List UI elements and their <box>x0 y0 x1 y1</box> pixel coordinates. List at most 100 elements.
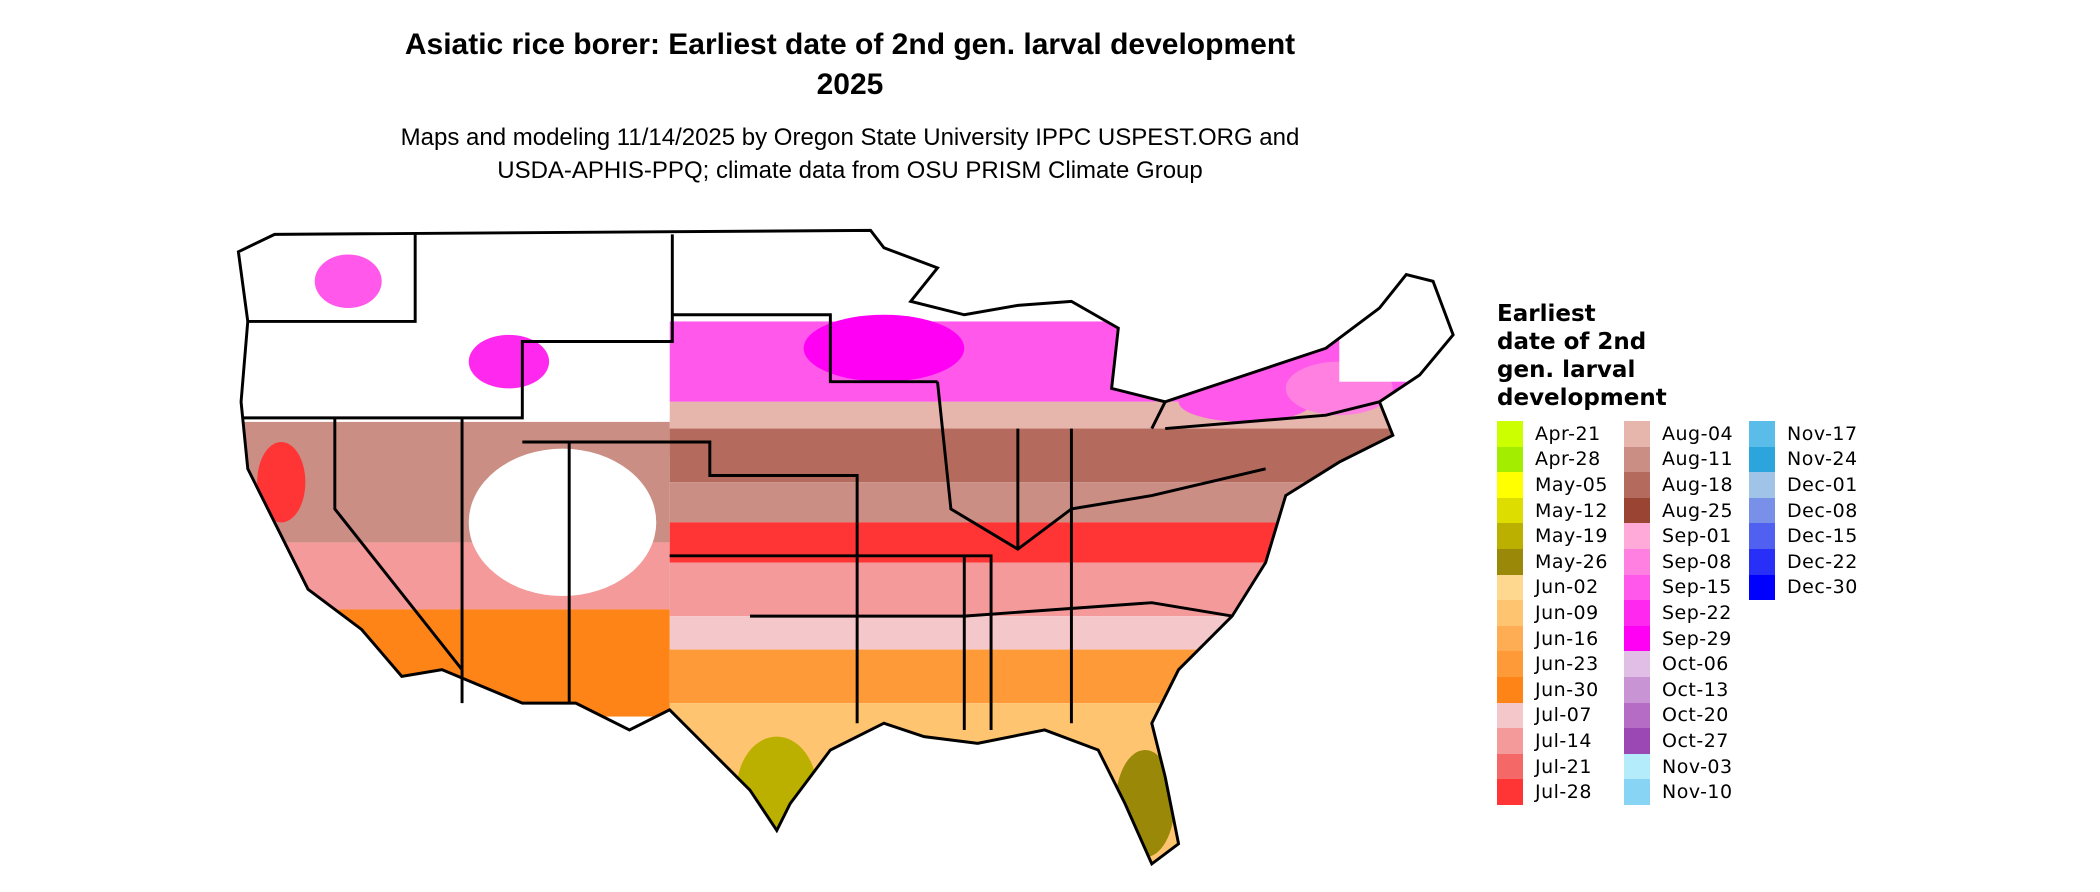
legend-swatch <box>1749 421 1775 447</box>
legend-item: Aug-11 <box>1624 446 1734 473</box>
legend-label: Oct-27 <box>1662 729 1729 752</box>
legend-swatch <box>1624 728 1650 754</box>
state-border <box>669 554 993 730</box>
state-border <box>522 440 859 724</box>
legend-label: Apr-21 <box>1535 422 1601 445</box>
legend-label: Sep-01 <box>1662 525 1732 548</box>
legend-swatch <box>1749 574 1775 601</box>
legend-label: Dec-15 <box>1787 525 1858 548</box>
legend-swatch <box>1749 446 1775 473</box>
legend-item: Oct-20 <box>1624 702 1729 729</box>
legend-label: May-19 <box>1535 525 1608 548</box>
legend-label: Oct-20 <box>1662 704 1729 727</box>
legend-label: Jun-16 <box>1535 627 1599 650</box>
legend-item: Nov-03 <box>1624 753 1733 780</box>
legend-label: Sep-22 <box>1662 601 1732 624</box>
legend-swatch <box>1497 753 1523 780</box>
legend-item: Jun-02 <box>1497 574 1599 601</box>
legend-label: Aug-25 <box>1662 499 1734 522</box>
legend-swatch <box>1497 446 1523 473</box>
legend-label: Aug-04 <box>1662 422 1734 445</box>
legend-swatch <box>1624 549 1650 575</box>
legend-label: Jun-09 <box>1535 601 1599 624</box>
state-border <box>936 381 1266 551</box>
legend-item: Jul-21 <box>1497 753 1592 780</box>
legend-item: Nov-17 <box>1749 421 1858 447</box>
legend-label: May-26 <box>1535 550 1608 573</box>
legend-swatch <box>1624 600 1650 626</box>
map-region <box>314 254 382 309</box>
legend-swatch <box>1497 523 1523 549</box>
legend-title-line: gen. larval <box>1497 357 1636 383</box>
legend-label: Jun-23 <box>1535 653 1599 676</box>
legend-item: May-26 <box>1497 549 1608 575</box>
legend-item: Jun-09 <box>1497 600 1599 626</box>
legend-label: Jul-28 <box>1535 781 1592 804</box>
map-region <box>1178 381 1313 422</box>
legend-swatch <box>1497 497 1523 524</box>
state-border <box>1165 400 1380 431</box>
legend-item: Jul-07 <box>1497 702 1592 729</box>
legend-title: Earliest date of 2nd gen. larval develop… <box>1497 300 1737 412</box>
legend-item: Oct-06 <box>1624 651 1729 677</box>
legend-swatch <box>1497 728 1523 754</box>
legend-item: Sep-22 <box>1624 600 1732 626</box>
legend-item: Dec-01 <box>1749 472 1858 498</box>
map-band <box>1339 308 1454 382</box>
legend-swatch <box>1497 677 1523 703</box>
legend-swatch <box>1624 702 1650 729</box>
legend-item: Oct-13 <box>1624 677 1729 703</box>
legend-label: Dec-08 <box>1787 499 1858 522</box>
legend-label: Aug-11 <box>1662 448 1734 471</box>
legend-item: Sep-15 <box>1624 574 1732 601</box>
legend-item: May-05 <box>1497 472 1608 498</box>
chart-subtitle-1: Maps and modeling 11/14/2025 by Oregon S… <box>400 124 1300 151</box>
state-border <box>750 601 1233 618</box>
legend-swatch <box>1624 753 1650 780</box>
map-region <box>803 314 965 382</box>
legend-item: Aug-18 <box>1624 472 1733 498</box>
legend-swatch <box>1624 779 1650 805</box>
chart-subtitle-2: USDA-APHIS-PPQ; climate data from OSU PR… <box>497 157 1203 184</box>
legend-item: Nov-24 <box>1749 446 1858 473</box>
legend-swatch <box>1624 574 1650 601</box>
legend-swatch <box>1624 446 1650 473</box>
legend-title-line: date of 2nd <box>1497 329 1647 355</box>
legend-item: Sep-08 <box>1624 549 1732 575</box>
legend-label: Dec-01 <box>1787 473 1858 496</box>
legend-item: Aug-25 <box>1624 497 1734 524</box>
legend-swatch <box>1624 651 1650 677</box>
legend-item: Apr-21 <box>1497 421 1601 447</box>
legend-swatch <box>1624 677 1650 703</box>
legend-swatch <box>1749 549 1775 575</box>
legend-swatch <box>1749 472 1775 498</box>
legend-item: May-12 <box>1497 497 1608 524</box>
legend-title-line: development <box>1497 385 1667 411</box>
legend-item: Jun-23 <box>1497 651 1599 677</box>
legend-label: Nov-03 <box>1662 755 1733 778</box>
legend-swatch <box>1624 625 1650 652</box>
legend-item: Dec-22 <box>1749 549 1858 575</box>
legend-swatch <box>1497 600 1523 626</box>
legend-swatch <box>1497 574 1523 601</box>
legend-label: Jul-07 <box>1535 704 1592 727</box>
legend-item: May-19 <box>1497 523 1608 549</box>
legend-label: Jun-30 <box>1535 678 1599 701</box>
map-region <box>468 334 550 389</box>
state-border <box>1150 401 1167 430</box>
legend-swatch <box>1497 625 1523 652</box>
legend-label: Sep-15 <box>1662 576 1732 599</box>
legend-swatch <box>1624 472 1650 498</box>
legend-swatch <box>1497 651 1523 677</box>
legend-item: Jun-16 <box>1497 625 1599 652</box>
state-border <box>333 417 464 671</box>
legend-item: Sep-01 <box>1624 523 1732 549</box>
legend-item: Nov-10 <box>1624 779 1733 805</box>
state-border <box>247 234 417 323</box>
legend-label: Nov-10 <box>1662 781 1733 804</box>
legend-item: Jun-30 <box>1497 677 1599 703</box>
legend-swatch <box>1497 472 1523 498</box>
legend-swatch <box>1749 523 1775 549</box>
legend-item: Sep-29 <box>1624 625 1732 652</box>
